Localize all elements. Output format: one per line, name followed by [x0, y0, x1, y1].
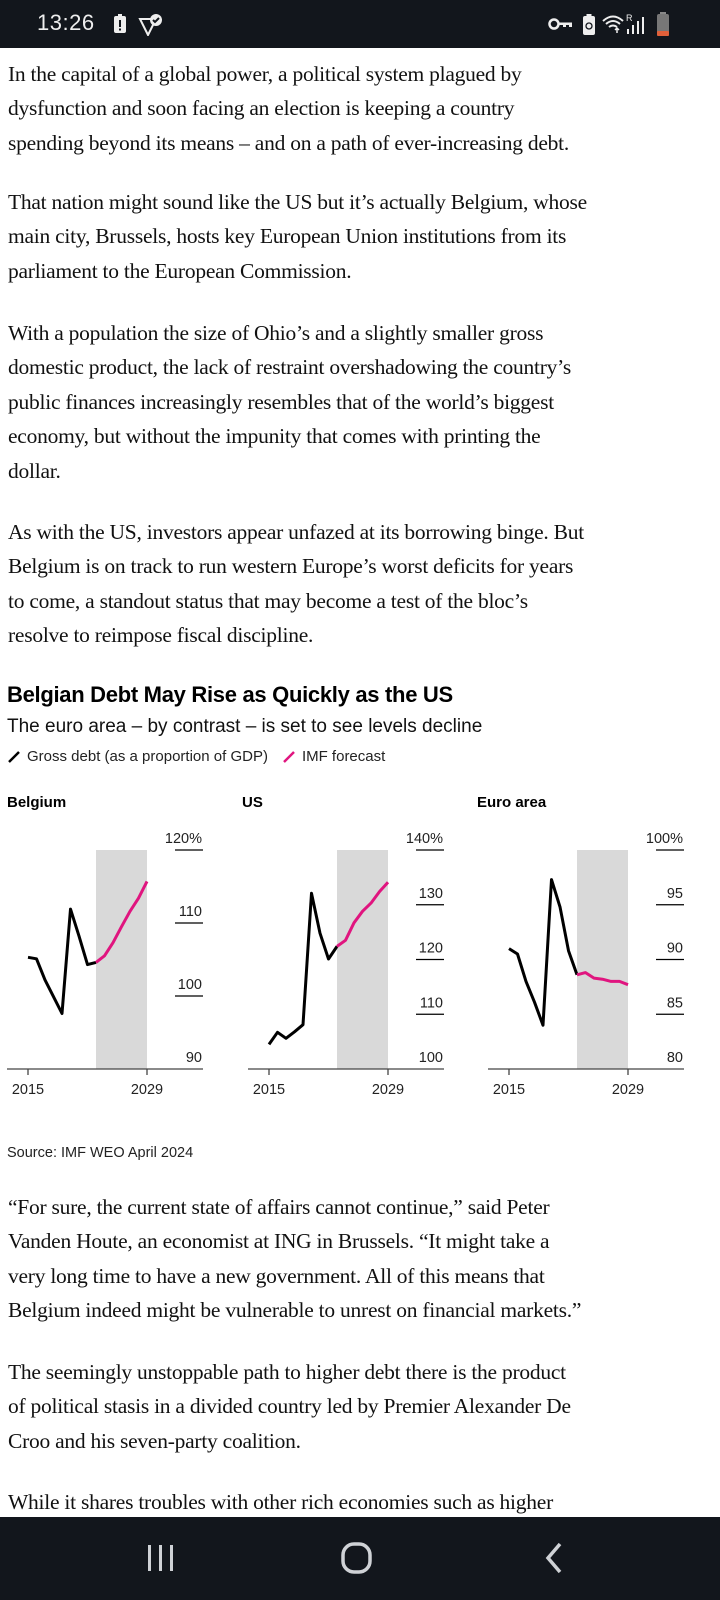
panel-title-euro-area: Euro area [477, 794, 547, 811]
series-line-imf-forecast [576, 971, 629, 987]
paragraph-line: very long time to have a new government.… [8, 1263, 545, 1288]
paragraph-line: Belgium indeed might be vulnerable to un… [8, 1298, 582, 1323]
chart-source: Source: IMF WEO April 2024 [7, 1145, 194, 1161]
paragraph-line: main city, Brussels, hosts key European … [8, 224, 567, 249]
paragraph: As with the US, investors appear unfazed… [8, 515, 584, 653]
paragraph-line: spending beyond its means – and on a pat… [8, 130, 570, 155]
paragraph-line: dysfunction and soon facing an election … [8, 96, 515, 121]
back-icon[interactable] [542, 1541, 566, 1575]
y-tick-label: 120 [419, 941, 443, 957]
y-tick-label: 100 [178, 977, 202, 993]
x-tick-label: 2015 [493, 1082, 525, 1098]
series-line-gross-debt [508, 878, 579, 1027]
y-tick-label: 110 [179, 904, 202, 920]
navigation-bar [0, 1517, 720, 1600]
x-tick-label: 2029 [612, 1082, 644, 1098]
paragraph: “For sure, the current state of affairs … [8, 1190, 581, 1328]
paragraph: With a population the size of Ohio’s and… [8, 316, 571, 488]
y-tick-label: 90 [667, 941, 683, 957]
legend-label: IMF forecast [301, 748, 386, 765]
chart-panel-us: 140% 130 120 110 100 2015 2029 [241, 780, 476, 1110]
paragraph-line: Croo and his seven-party coalition. [8, 1428, 301, 1453]
forecast-shading [96, 850, 147, 1069]
paragraph: In the capital of a global power, a poli… [8, 57, 569, 160]
x-tick-label: 2029 [372, 1082, 404, 1098]
battery-saver-icon [583, 14, 595, 35]
y-tick-label: 100% [646, 831, 683, 847]
paragraph-line: Belgium is on track to run western Europ… [8, 554, 574, 579]
x-tick-label: 2029 [131, 1082, 163, 1098]
paragraph-line: Vanden Houte, an economist at ING in Bru… [8, 1229, 550, 1254]
chart-panel-euro-area: 100% 95 90 85 80 2015 2029 [481, 780, 716, 1110]
chart-legend: Gross debt (as a proportion of GDP) IMF … [7, 748, 393, 765]
paragraph-line: resolve to reimpose fiscal discipline. [8, 623, 314, 648]
paragraph-line: In the capital of a global power, a poli… [8, 62, 522, 86]
paragraph-line: With a population the size of Ohio’s and… [8, 321, 544, 345]
y-tick-label: 110 [420, 995, 443, 1011]
paragraph-line: economy, but without the impunity that c… [8, 424, 541, 449]
y-tick-label: 120% [165, 831, 202, 847]
paragraph-line: While it shares troubles with other rich… [8, 1490, 553, 1514]
series-line-imf-forecast [95, 880, 149, 964]
chart-euro-area: 100% 95 90 85 80 2015 2029 [488, 831, 684, 1098]
paragraph-line: public finances increasingly resembles t… [8, 389, 554, 414]
paragraph-line: dollar. [8, 458, 61, 483]
paragraph-line: parliament to the European Commission. [8, 258, 352, 283]
y-tick-label: 85 [667, 995, 683, 1011]
signal-roaming-icon: R [626, 13, 644, 34]
series-line-imf-forecast [336, 881, 390, 948]
home-icon[interactable] [340, 1541, 374, 1575]
status-bar: 13:26 R [0, 0, 720, 48]
x-tick-label: 2015 [253, 1082, 285, 1098]
paragraph-line: domestic product, the lack of restraint … [8, 355, 571, 380]
y-tick-label: 140% [406, 831, 443, 847]
y-tick-label: 95 [667, 886, 683, 902]
y-tick-label: 80 [667, 1050, 683, 1066]
shield-check-icon [138, 14, 162, 36]
vpn-key-icon [548, 18, 572, 30]
chart-belgium: 120% 110 100 90 2015 2029 [7, 831, 203, 1098]
battery-low-icon [657, 12, 669, 36]
svg-text:R: R [626, 13, 633, 23]
y-tick-label: 100 [419, 1050, 443, 1066]
paragraph-line: of political stasis in a divided country… [8, 1394, 571, 1419]
series-line-gross-debt [267, 891, 339, 1046]
battery-alert-icon [114, 14, 126, 33]
chart-panel-belgium: 120% 110 100 90 2015 2029 [0, 780, 235, 1110]
legend-label: Gross debt (as a proportion of GDP) [27, 748, 268, 765]
y-tick-label: 90 [186, 1050, 202, 1066]
panel-title-belgium: Belgium [7, 794, 67, 811]
paragraph-line: “For sure, the current state of affairs … [8, 1195, 550, 1219]
paragraph-line: That nation might sound like the US but … [8, 190, 587, 214]
x-tick-label: 2015 [12, 1082, 44, 1098]
paragraph-line: to come, a standout status that may beco… [8, 588, 528, 613]
legend-swatch-pink-line-icon [283, 750, 295, 763]
y-tick-label: 130 [419, 886, 443, 902]
recent-apps-icon[interactable] [146, 1542, 176, 1574]
paragraph-line: As with the US, investors appear unfazed… [8, 520, 584, 544]
wifi-icon [602, 15, 624, 33]
chart-subtitle: The euro area – by contrast – is set to … [7, 716, 483, 737]
forecast-shading [337, 850, 388, 1069]
paragraph: The seemingly unstoppable path to higher… [8, 1355, 571, 1458]
paragraph: That nation might sound like the US but … [8, 185, 587, 288]
series-line-gross-debt [27, 907, 97, 1015]
legend-item-imf-forecast: IMF forecast [282, 748, 385, 765]
panel-title-us: US [242, 794, 263, 811]
forecast-shading [577, 850, 628, 1069]
paragraph-line: The seemingly unstoppable path to higher… [8, 1360, 566, 1384]
clock: 13:26 [37, 10, 95, 35]
legend-item-gross-debt: Gross debt (as a proportion of GDP) [7, 748, 268, 765]
chart-title: Belgian Debt May Rise as Quickly as the … [7, 682, 453, 707]
legend-swatch-black-line-icon [8, 750, 20, 763]
paragraph: While it shares troubles with other rich… [8, 1485, 553, 1519]
chart-us: 140% 130 120 110 100 2015 2029 [248, 831, 444, 1098]
